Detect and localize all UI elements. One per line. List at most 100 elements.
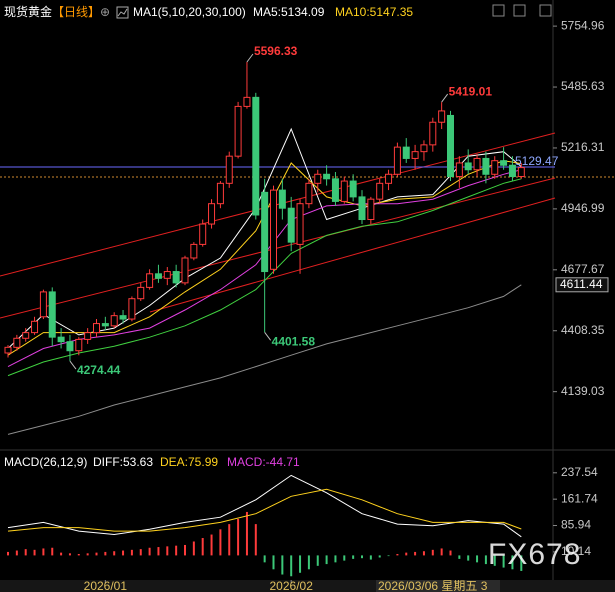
candle-body <box>84 332 92 340</box>
candle-body <box>199 223 207 245</box>
candle-body <box>340 180 348 202</box>
candle-body <box>146 273 154 288</box>
candle-body <box>39 291 47 318</box>
candle-body <box>252 96 260 216</box>
trend-line <box>149 197 556 313</box>
annotation-label: 4274.44 <box>77 363 121 377</box>
macd-line <box>7 488 522 532</box>
candle-body <box>473 157 481 171</box>
candle-body <box>48 291 56 338</box>
candle-body <box>31 320 39 334</box>
candle-body <box>447 114 454 178</box>
candle-body <box>261 191 269 273</box>
candle-body <box>429 121 437 146</box>
candle-body <box>314 173 322 184</box>
candle-body <box>517 167 525 178</box>
candle-body <box>420 144 428 153</box>
ma-line <box>7 284 522 435</box>
candle-body <box>208 203 216 225</box>
legend-entry: MA5:5134.09 <box>253 5 325 19</box>
annotation-label: 5596.33 <box>254 44 298 58</box>
y-tick-label: 4677.67 <box>561 262 605 276</box>
macd-line <box>7 474 522 538</box>
x-tick-label: 2026/01 <box>84 579 128 592</box>
candle-body <box>278 189 286 209</box>
toolbar-button[interactable] <box>513 4 526 17</box>
y-tick-label: 237.54 <box>561 465 598 479</box>
candle-body <box>57 336 65 343</box>
candle-body <box>137 286 145 300</box>
toolbar-button[interactable] <box>492 4 505 17</box>
candle-body <box>93 323 100 334</box>
indicator-icon[interactable] <box>116 6 129 19</box>
trend-line <box>0 177 556 319</box>
legend-entry: DEA:75.99 <box>160 455 218 469</box>
candle-body <box>75 338 83 352</box>
candle-body <box>482 157 490 175</box>
candle-body <box>305 182 313 205</box>
y-tick-label: 10.14 <box>561 544 591 558</box>
candle-body <box>190 243 198 259</box>
price-tag-box <box>555 277 609 293</box>
candle-body <box>402 146 410 159</box>
legend-entry: MA10:5147.35 <box>335 5 413 19</box>
annotation-label: 5419.01 <box>449 84 493 98</box>
candle-body <box>376 182 384 200</box>
trend-line <box>0 132 556 277</box>
annotation-leader <box>264 331 272 341</box>
y-tick-label: 161.74 <box>561 491 598 505</box>
candle-body <box>438 110 446 123</box>
candle-body <box>225 155 233 184</box>
candle-body <box>349 180 357 198</box>
candle-body <box>455 162 463 178</box>
y-tick-label: 4946.99 <box>561 201 605 215</box>
price-tag: 4611.44 <box>560 277 603 291</box>
candle-body <box>385 173 393 184</box>
candle-body <box>491 160 499 175</box>
y-tick-label: 5485.63 <box>561 79 605 93</box>
y-tick-label: 5754.96 <box>561 18 605 32</box>
candle-body <box>358 196 366 221</box>
annotation-leader <box>441 93 449 103</box>
plot-area: 5754.96 5485.63 5216.31 4946.99 4677.67 4408.… <box>4 18 609 592</box>
candle-body <box>500 160 508 166</box>
add-icon[interactable]: ⊕ <box>100 5 110 19</box>
candle-body <box>66 341 74 352</box>
y-tick-label: 4139.03 <box>561 384 605 398</box>
candle-body <box>119 315 127 320</box>
candle-body <box>22 332 30 339</box>
candle-body <box>296 203 304 245</box>
candle-body <box>270 189 277 270</box>
candle-body <box>128 298 136 320</box>
y-tick-label: 85.94 <box>561 518 591 532</box>
price-tag: 5129.47 <box>515 154 559 168</box>
x-tick-label: 2026/02 <box>270 579 314 592</box>
candle-body <box>154 273 162 279</box>
candle-body <box>110 315 118 327</box>
indicator-icon-line <box>117 8 128 17</box>
candle-body <box>243 96 251 107</box>
candle-body <box>234 105 242 157</box>
candle-body <box>464 162 472 171</box>
y-tick-label: 5216.31 <box>561 140 605 154</box>
indicator-label: MA1(5,10,20,30,100) <box>133 5 246 19</box>
candle-body <box>367 198 375 221</box>
y-tick-label: 4408.35 <box>561 323 605 337</box>
candle-body <box>508 164 516 178</box>
chart-title: 现货黄金 <box>4 4 52 19</box>
candle-body <box>411 151 419 159</box>
candle-body <box>323 173 331 180</box>
annotation-label: 4401.58 <box>272 334 316 348</box>
cursor-label-box <box>376 580 500 592</box>
macd-indicator-label: MACD(26,12,9) <box>4 455 87 469</box>
legend-entry: DIFF:53.63 <box>93 455 153 469</box>
candle-body <box>101 323 109 327</box>
toolbar-button[interactable] <box>539 4 552 17</box>
candle-body <box>393 146 401 175</box>
candle-body <box>216 182 224 205</box>
candle-body <box>331 178 339 202</box>
legend-entry: MACD:-44.71 <box>227 455 300 469</box>
